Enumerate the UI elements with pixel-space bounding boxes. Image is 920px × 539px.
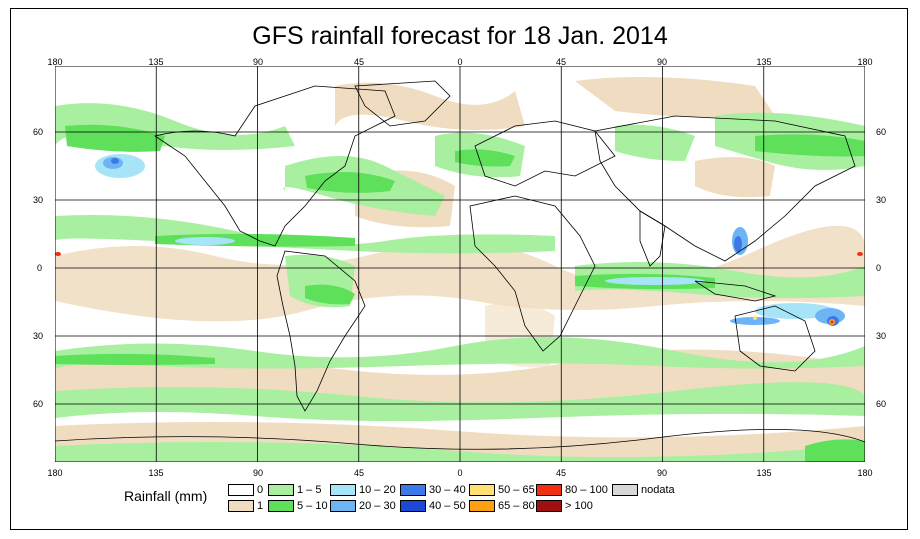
legend-title: Rainfall (mm) [124,488,208,504]
legend-label: 40 – 50 [429,500,466,512]
coastlines [55,80,865,450]
legend-label: 10 – 20 [359,484,396,496]
legend-label: 80 – 100 [565,484,608,496]
legend-swatch [228,484,254,496]
lon-tick-bottom: 90 [656,468,668,478]
lat-tick-right: 60 [876,127,887,137]
legend-label: 65 – 80 [498,500,535,512]
legend-swatch [469,500,495,512]
lat-tick-right: 60 [876,399,887,409]
page-title: GFS rainfall forecast for 18 Jan. 2014 [252,22,668,50]
legend-label: 1 – 5 [297,484,322,496]
lat-tick-right: 30 [876,331,887,341]
legend-label: 0 [257,484,264,496]
lon-tick-bottom: 180 [857,468,873,478]
rainfall-map [55,66,865,462]
lon-tick-top: 180 [47,57,63,67]
graticule [55,66,865,462]
legend-swatch [536,484,562,496]
lon-tick-top: 90 [656,57,668,67]
lon-tick-top: 0 [457,57,463,67]
legend-swatch [268,500,294,512]
rain-heavy-layer [55,252,863,325]
lat-tick-left: 30 [33,331,44,341]
legend-swatch [330,500,356,512]
legend-label: > 100 [565,500,593,512]
legend-label: nodata [641,484,675,496]
legend-swatch [268,484,294,496]
lon-tick-top: 45 [353,57,365,67]
lon-tick-bottom: 135 [756,468,772,478]
lon-tick-top: 90 [252,57,264,67]
legend-label: 1 [257,500,264,512]
lat-tick-left: 60 [33,399,44,409]
lat-tick-right: 30 [876,195,887,205]
lat-tick-left: 30 [33,195,44,205]
legend-label: 5 – 10 [297,500,328,512]
lat-tick-left: 0 [37,263,43,273]
lon-tick-bottom: 90 [252,468,264,478]
lon-tick-top: 45 [555,57,567,67]
lon-tick-top: 180 [857,57,873,67]
legend-label: 50 – 65 [498,484,535,496]
lon-tick-bottom: 0 [457,468,463,478]
lat-tick-left: 60 [33,127,44,137]
lon-tick-bottom: 180 [47,468,63,478]
figure-frame [10,8,908,530]
lon-tick-bottom: 135 [148,468,164,478]
legend-swatch [400,500,426,512]
legend-label: 20 – 30 [359,500,396,512]
legend-swatch [536,500,562,512]
legend-swatch [330,484,356,496]
lon-tick-top: 135 [756,57,772,67]
lat-tick-right: 0 [876,263,882,273]
legend-swatch [469,484,495,496]
legend-swatch [228,500,254,512]
lon-tick-bottom: 45 [555,468,567,478]
legend-swatch [612,484,638,496]
legend-swatch [400,484,426,496]
lon-tick-top: 135 [148,57,164,67]
rain-5-10mm-layer [55,124,865,462]
legend-label: 30 – 40 [429,484,466,496]
lon-tick-bottom: 45 [353,468,365,478]
